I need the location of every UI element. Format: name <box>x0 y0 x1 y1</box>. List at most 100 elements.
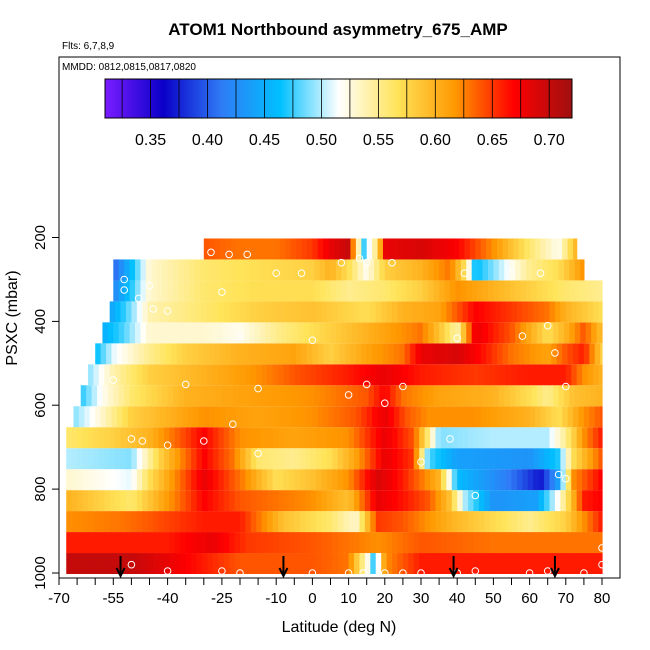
chart-title: ATOM1 Northbound asymmetry_675_AMP <box>168 20 507 39</box>
heatmap-cell <box>565 427 572 449</box>
heatmap-cell <box>270 385 277 407</box>
heatmap-cell <box>571 301 578 323</box>
heatmap-cell <box>533 490 540 512</box>
heatmap-cell <box>484 364 491 386</box>
heatmap-cell <box>520 280 527 302</box>
heatmap-cell <box>401 280 408 302</box>
heatmap-cell <box>256 553 263 574</box>
heatmap-cell <box>364 448 371 470</box>
heatmap-cell <box>229 511 236 533</box>
heatmap-cell <box>131 511 138 533</box>
heatmap-cell <box>80 385 87 407</box>
heatmap-cell <box>153 427 160 449</box>
heatmap-cell <box>151 322 158 344</box>
heatmap-cell <box>440 469 447 491</box>
heatmap-cell <box>518 343 525 365</box>
heatmap-cell <box>131 469 138 491</box>
heatmap-cell <box>250 469 257 491</box>
heatmap-cell <box>163 448 171 470</box>
heatmap-cell <box>173 385 180 407</box>
heatmap-cell <box>245 511 252 533</box>
heatmap-cell <box>373 259 380 281</box>
heatmap-cell <box>527 553 534 574</box>
heatmap-cell <box>352 280 359 302</box>
heatmap-cell <box>567 406 574 428</box>
heatmap-cell <box>547 259 554 281</box>
heatmap-cell <box>142 490 149 512</box>
y-tick-label: 600 <box>32 393 49 418</box>
heatmap-cell <box>223 490 230 512</box>
heatmap-cell <box>115 301 122 323</box>
heatmap-cell <box>592 301 599 323</box>
heatmap-row <box>102 322 603 344</box>
heatmap-cell <box>551 406 558 428</box>
heatmap-cell <box>462 448 469 470</box>
heatmap-cell <box>366 343 373 365</box>
heatmap-cell <box>261 532 268 554</box>
heatmap-cell <box>310 427 317 449</box>
heatmap-row <box>73 406 603 428</box>
heatmap-cell <box>192 406 199 428</box>
heatmap-cell <box>468 469 475 491</box>
heatmap-cell <box>276 280 283 302</box>
dates-label: MMDD: 0812,0815,0817,0820 <box>62 62 196 73</box>
heatmap-cell <box>180 532 187 554</box>
heatmap-cell <box>245 448 252 470</box>
heatmap-cell <box>495 469 502 491</box>
heatmap-cell <box>229 427 236 449</box>
heatmap-cell <box>136 469 143 491</box>
heatmap-cell <box>200 385 207 407</box>
x-tick-label: 70 <box>557 590 574 607</box>
heatmap-cell <box>71 427 78 449</box>
heatmap-cell <box>381 364 388 386</box>
sample-marker <box>254 449 262 458</box>
heatmap-cell <box>392 511 399 533</box>
heatmap-cell <box>598 511 603 533</box>
heatmap-cell <box>417 322 424 344</box>
heatmap-cell <box>393 406 400 428</box>
heatmap-cell <box>147 301 154 323</box>
heatmap-cell <box>466 259 473 281</box>
heatmap-cell <box>180 301 187 323</box>
heatmap-cell <box>370 511 377 533</box>
heatmap-cell <box>489 511 496 533</box>
heatmap-cell <box>218 490 225 512</box>
heatmap-cell <box>565 364 572 386</box>
heatmap-cell <box>288 511 295 533</box>
heatmap-cell <box>554 301 561 323</box>
heatmap-cell <box>77 469 84 491</box>
heatmap-cell <box>582 532 589 554</box>
heatmap-cell <box>417 385 424 407</box>
sample-marker <box>460 269 469 278</box>
heatmap-cell <box>332 364 339 386</box>
x-tick-label: 10 <box>340 590 357 607</box>
heatmap-cell <box>278 532 285 554</box>
heatmap-cell <box>440 490 447 512</box>
heatmap-cell <box>243 280 250 302</box>
heatmap-cell <box>556 238 563 260</box>
heatmap-cell <box>549 301 556 323</box>
heatmap-cell <box>245 553 252 574</box>
heatmap-cell <box>598 490 603 512</box>
heatmap-cell <box>497 343 504 365</box>
heatmap-cell <box>205 322 212 344</box>
heatmap-cell <box>335 385 342 407</box>
heatmap-cell <box>580 259 585 281</box>
y-tick-label: 1000 <box>32 556 49 589</box>
heatmap-cell <box>296 343 303 365</box>
heatmap-cell <box>504 385 511 407</box>
heatmap-cell <box>386 490 393 512</box>
heatmap-cell <box>477 322 484 344</box>
heatmap-cell <box>509 322 516 344</box>
heatmap-cell <box>372 238 379 260</box>
heatmap-cell <box>330 385 337 407</box>
heatmap-cell <box>381 490 388 512</box>
heatmap-cell <box>500 427 507 449</box>
heatmap-cell <box>174 364 181 386</box>
heatmap-cell <box>135 322 142 344</box>
heatmap-cell <box>350 343 357 365</box>
heatmap-cell <box>294 448 301 470</box>
heatmap-cell <box>319 259 326 281</box>
heatmap-cell <box>283 532 290 554</box>
heatmap-cell <box>576 427 583 449</box>
